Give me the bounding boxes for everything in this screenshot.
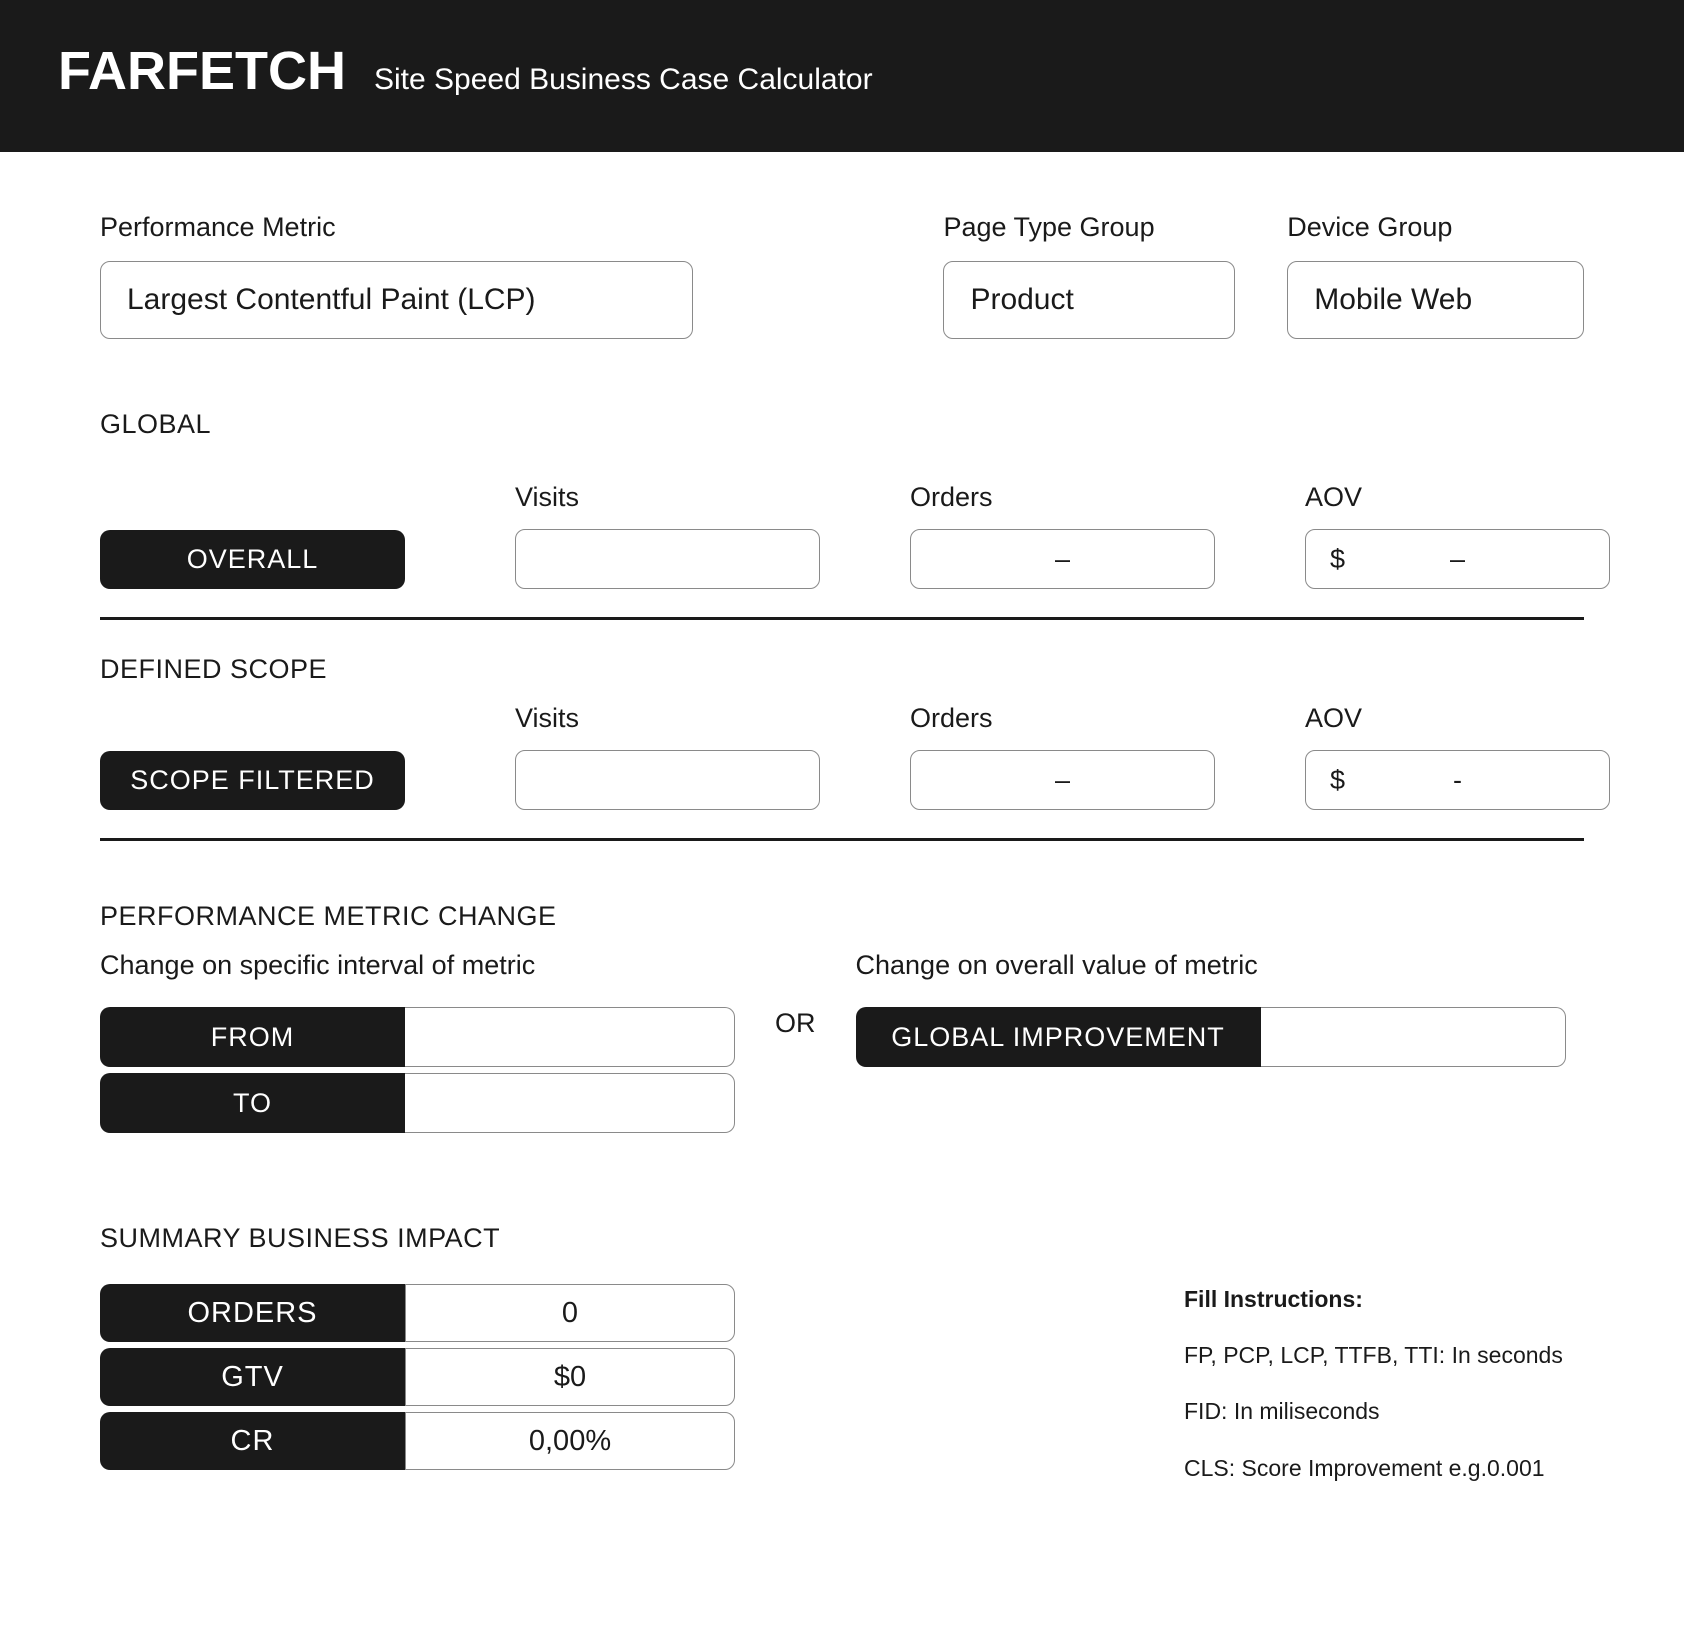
device-group-select[interactable]: Mobile Web [1287, 261, 1584, 339]
filter-page-type: Page Type Group Product [943, 212, 1235, 339]
from-label: FROM [100, 1007, 405, 1067]
overall-sublabel: Change on overall value of metric [856, 950, 1566, 981]
page-type-select[interactable]: Product [943, 261, 1235, 339]
instructions-line: FID: In miliseconds [1184, 1395, 1584, 1427]
filter-device-group: Device Group Mobile Web [1287, 212, 1584, 339]
or-separator: OR [735, 1008, 856, 1039]
performance-metric-select[interactable]: Largest Contentful Paint (LCP) [100, 261, 693, 339]
orders-label: Orders [910, 482, 1305, 513]
scope-visits-input[interactable] [515, 750, 820, 810]
summary-cr-value: 0,00% [405, 1412, 735, 1470]
divider [100, 838, 1584, 841]
currency-prefix: $ [1330, 544, 1345, 575]
filters-row: Performance Metric Largest Contentful Pa… [100, 212, 1584, 339]
summary-orders-value: 0 [405, 1284, 735, 1342]
section-heading: DEFINED SCOPE [100, 654, 1584, 685]
aov-label: AOV [1305, 703, 1615, 734]
global-section: GLOBAL OVERALL Visits Orders – AOV $ – [100, 409, 1584, 589]
scope-orders-value: – [910, 750, 1215, 810]
scope-aov-value: $ - [1305, 750, 1610, 810]
divider [100, 617, 1584, 620]
section-heading: PERFORMANCE METRIC CHANGE [100, 901, 1584, 932]
filter-performance-metric: Performance Metric Largest Contentful Pa… [100, 212, 693, 339]
global-improvement-label: GLOBAL IMPROVEMENT [856, 1007, 1261, 1067]
aov-value: - [1453, 765, 1462, 796]
page-title: Site Speed Business Case Calculator [374, 63, 873, 97]
instructions-line: CLS: Score Improvement e.g.0.001 [1184, 1452, 1584, 1484]
app-header: FARFETCH Site Speed Business Case Calcul… [0, 0, 1684, 152]
summary-gtv-label: GTV [100, 1348, 405, 1406]
overall-pill: OVERALL [100, 530, 405, 589]
section-heading: GLOBAL [100, 409, 1584, 440]
overall-change-group: Change on overall value of metric GLOBAL… [856, 950, 1566, 1067]
global-orders-value: – [910, 529, 1215, 589]
filter-label: Page Type Group [943, 212, 1235, 243]
fill-instructions: Fill Instructions: FP, PCP, LCP, TTFB, T… [1184, 1283, 1584, 1508]
orders-label: Orders [910, 703, 1305, 734]
aov-label: AOV [1305, 482, 1615, 513]
interval-sublabel: Change on specific interval of metric [100, 950, 735, 981]
logo: FARFETCH [58, 40, 346, 102]
filter-label: Device Group [1287, 212, 1584, 243]
scope-filtered-pill: SCOPE FILTERED [100, 751, 405, 810]
interval-change-group: Change on specific interval of metric FR… [100, 950, 735, 1133]
to-input[interactable] [405, 1073, 735, 1133]
summary-gtv-value: $0 [405, 1348, 735, 1406]
filter-label: Performance Metric [100, 212, 693, 243]
defined-scope-section: DEFINED SCOPE SCOPE FILTERED Visits Orde… [100, 654, 1584, 810]
global-aov-value: $ – [1305, 529, 1610, 589]
summary-orders-label: ORDERS [100, 1284, 405, 1342]
metric-change-section: PERFORMANCE METRIC CHANGE Change on spec… [100, 901, 1584, 1133]
global-visits-input[interactable] [515, 529, 820, 589]
visits-label: Visits [515, 482, 910, 513]
instructions-line: FP, PCP, LCP, TTFB, TTI: In seconds [1184, 1339, 1584, 1371]
from-input[interactable] [405, 1007, 735, 1067]
global-improvement-input[interactable] [1261, 1007, 1566, 1067]
main-content: Performance Metric Largest Contentful Pa… [0, 152, 1684, 1568]
section-heading: SUMMARY BUSINESS IMPACT [100, 1223, 735, 1254]
visits-label: Visits [515, 703, 910, 734]
instructions-title: Fill Instructions: [1184, 1283, 1584, 1315]
currency-prefix: $ [1330, 765, 1345, 796]
to-label: TO [100, 1073, 405, 1133]
summary-cr-label: CR [100, 1412, 405, 1470]
aov-value: – [1450, 544, 1465, 575]
summary-section: SUMMARY BUSINESS IMPACT ORDERS 0 GTV $0 … [100, 1223, 1584, 1508]
